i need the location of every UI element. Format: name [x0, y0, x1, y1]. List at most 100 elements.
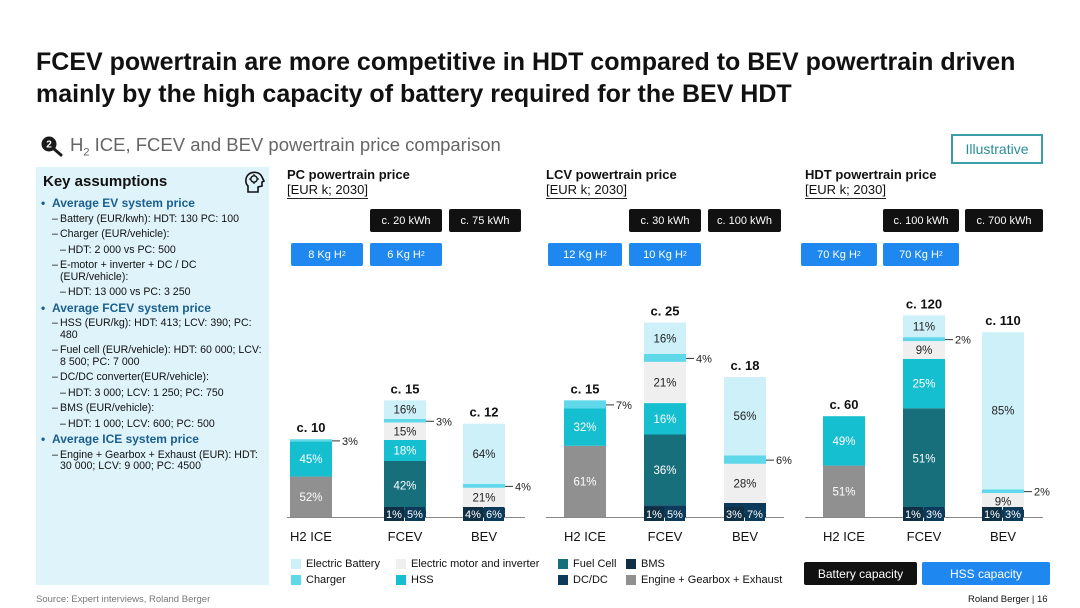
- legend-item-bms: BMS: [626, 558, 665, 570]
- ev-battery-item: Battery (EUR/kwh): HDT: 130 PC: 100: [38, 213, 266, 226]
- bar-total-label: c. 18: [731, 358, 760, 373]
- small-segment-tag: [484, 507, 504, 521]
- data-label: 16%: [653, 333, 676, 345]
- ev-emotor-item: E-motor + inverter + DC / DC (EUR/vehicl…: [38, 259, 266, 283]
- data-label: 9%: [995, 496, 1012, 508]
- legend-item-charger: Charger: [291, 574, 346, 586]
- bar-total-label: c. 15: [571, 381, 600, 396]
- key-assumptions-title: Key assumptions: [43, 173, 168, 190]
- small-segment-tag: [1003, 507, 1023, 521]
- data-label: 42%: [393, 481, 416, 493]
- category-label: BEV: [471, 529, 497, 544]
- fcev-system-header: Average FCEV system price: [38, 302, 266, 315]
- source-note: Source: Expert interviews, Roland Berger: [36, 594, 211, 605]
- small-segment-tag: [724, 507, 744, 521]
- data-label: 32%: [573, 422, 596, 434]
- data-label: 49%: [832, 436, 855, 448]
- legend-swatch: [626, 559, 636, 569]
- category-label: BEV: [990, 529, 1016, 544]
- bar-segment-electric-motor-and-inverter: [463, 487, 505, 508]
- legend-item-fuel-cell: Fuel Cell: [558, 558, 616, 570]
- fcev-dcdc-item: DC/DC converter(EUR/vehicle):: [38, 371, 266, 384]
- ice-system-header: Average ICE system price: [38, 433, 266, 446]
- small-segment-tag: [665, 507, 685, 521]
- data-label: 5%: [667, 509, 683, 521]
- bar-total-label: c. 15: [391, 381, 420, 396]
- small-segment-tag: [745, 507, 765, 521]
- data-label: 5%: [407, 509, 423, 521]
- lcv-fcev-battery-label: c. 30 kWh: [629, 209, 701, 232]
- hdt-bev-battery-label: c. 700 kWh: [965, 209, 1043, 232]
- data-label: 21%: [472, 493, 495, 505]
- bar-segment-electric-motor-and-inverter: [644, 361, 686, 404]
- illustrative-badge: Illustrative: [951, 134, 1043, 164]
- bar-segment-electric-battery: [463, 423, 505, 485]
- bar-segment-charger: [644, 353, 686, 362]
- bar-segment-electric-motor-and-inverter: [903, 341, 945, 359]
- ev-system-header: Average EV system price: [38, 197, 266, 210]
- hdt-panel-unit: [EUR k; 2030]: [805, 182, 886, 199]
- hss-capacity-tag: HSS capacity: [922, 562, 1050, 585]
- legend-item-hss: HSS: [396, 574, 434, 586]
- bar-segment-electric-battery: [903, 315, 945, 338]
- category-label: H2 ICE: [823, 529, 865, 544]
- lcv-panel-unit: [EUR k; 2030]: [546, 182, 627, 199]
- category-label: FCEV: [907, 529, 942, 544]
- category-label: H2 ICE: [564, 529, 606, 544]
- bar-total-label: c. 120: [906, 296, 942, 311]
- data-label: 25%: [912, 379, 935, 391]
- bar-segment-charger: [903, 337, 945, 342]
- data-label: 7%: [616, 400, 632, 412]
- bar-segment-charger: [463, 484, 505, 488]
- data-label: 11%: [913, 321, 935, 333]
- bar-segment-charger: [290, 439, 332, 442]
- fcev-bms-value: HDT: 1 000; LCV: 600; PC: 500: [38, 418, 266, 431]
- data-label: 21%: [653, 377, 676, 389]
- category-label: BEV: [732, 529, 758, 544]
- legend-item-electric-motor: Electric motor and inverter: [396, 558, 539, 570]
- data-label: 16%: [653, 414, 676, 426]
- data-label: 7%: [747, 509, 763, 521]
- legend-swatch: [396, 559, 406, 569]
- bar-segment-charger: [564, 400, 606, 409]
- data-label: 52%: [299, 492, 322, 504]
- bar-segment-charger: [724, 455, 766, 464]
- bar-total-label: c. 110: [985, 313, 1020, 328]
- ice-engine-item: Engine + Gearbox + Exhaust (EUR): HDT: 3…: [38, 449, 266, 473]
- data-label: 4%: [515, 481, 531, 493]
- step-number: 2: [46, 140, 52, 151]
- data-label: 36%: [653, 465, 676, 477]
- bar-segment-electric-motor-and-inverter: [724, 463, 766, 503]
- lcv-bev-battery-label: c. 100 kWh: [708, 209, 781, 232]
- bar-segment-electric-battery: [982, 332, 1024, 490]
- data-label: 85%: [991, 406, 1014, 418]
- data-label: 1%: [984, 509, 1000, 521]
- small-segment-tag: [405, 507, 425, 521]
- bar-segment-electric-battery: [644, 322, 686, 354]
- ev-charger-item: Charger (EUR/vehicle):: [38, 228, 266, 241]
- data-label: 4%: [696, 353, 712, 365]
- bar-segment-engine-gearbox-exhaust: [823, 465, 865, 517]
- key-assumptions-list: Average EV system price Battery (EUR/kwh…: [38, 194, 266, 477]
- bar-segment-charger: [982, 489, 1024, 493]
- bar-total-label: c. 60: [830, 397, 859, 412]
- bar-segment-engine-gearbox-exhaust: [564, 445, 606, 517]
- ev-emotor-value: HDT: 13 000 vs PC: 3 250: [38, 286, 266, 299]
- data-label: 3%: [726, 509, 742, 521]
- data-label: 1%: [646, 509, 662, 521]
- magnifier-icon: 2: [40, 135, 64, 157]
- data-label: 6%: [486, 509, 502, 521]
- pc-panel-title: PC powertrain price: [287, 167, 410, 182]
- bar-segment-hss: [823, 416, 865, 466]
- bar-segment-fuel-cell: [903, 408, 945, 510]
- data-label: 2%: [1034, 487, 1050, 499]
- data-label: 1%: [905, 509, 921, 521]
- bar-total-label: c. 12: [470, 405, 499, 420]
- bar-segment-hss: [290, 441, 332, 477]
- brain-head-icon: [244, 170, 266, 199]
- ev-charger-value: HDT: 2 000 vs PC: 500: [38, 244, 266, 257]
